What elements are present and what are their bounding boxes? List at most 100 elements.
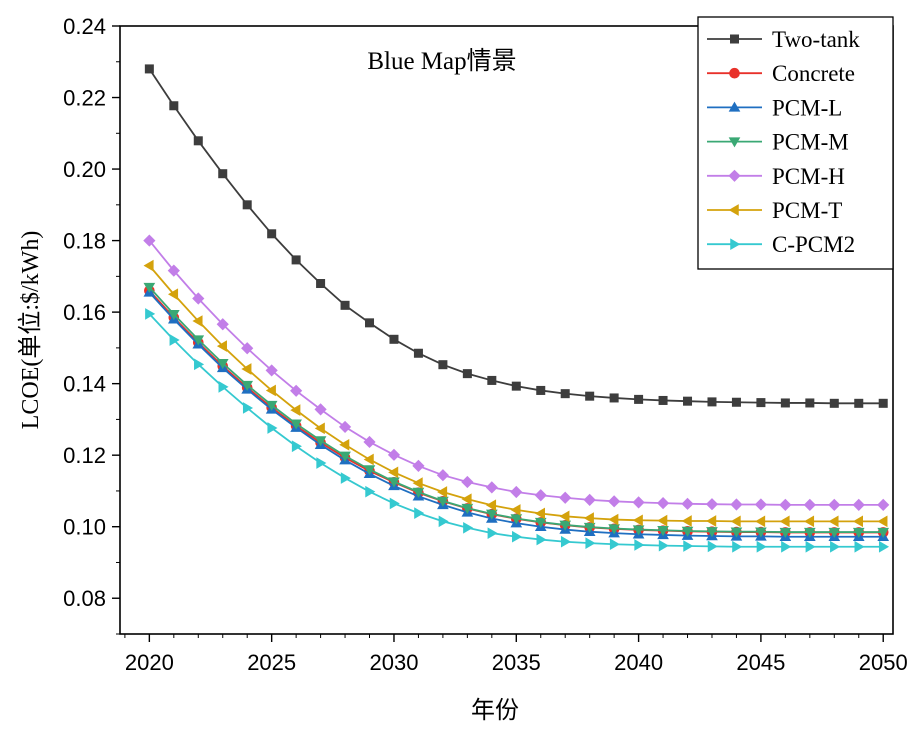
data-point (388, 466, 399, 479)
legend: Two-tank Concrete PCM-L PCM-M PCM-H PCM-T C-PC… (697, 16, 894, 270)
data-point (510, 485, 523, 499)
data-point (828, 527, 841, 538)
data-point (632, 496, 645, 509)
data-point (365, 318, 375, 328)
data-point (192, 315, 203, 327)
data-point (779, 527, 792, 538)
y-tick-label: 0.10 (63, 515, 106, 540)
data-point (487, 375, 497, 385)
x-tick-label: 2020 (125, 650, 174, 675)
data-point (414, 507, 425, 519)
series-two-tank (144, 64, 888, 408)
data-point (461, 503, 474, 514)
data-point (265, 364, 278, 377)
y-tick-label: 0.08 (63, 586, 106, 611)
data-point (145, 308, 156, 320)
data-point (218, 169, 228, 179)
data-point (291, 255, 301, 265)
data-point (560, 535, 572, 548)
data-point (803, 527, 816, 538)
legend-marker (728, 204, 739, 216)
data-point (167, 288, 179, 301)
data-point (194, 358, 205, 371)
data-point (803, 498, 816, 511)
data-point (413, 348, 423, 358)
data-point (314, 436, 327, 447)
data-point (830, 540, 841, 553)
data-point (169, 101, 179, 111)
data-point (265, 400, 278, 411)
data-point (316, 279, 326, 289)
data-point (485, 481, 498, 494)
data-point (265, 384, 276, 397)
data-point (167, 310, 180, 321)
data-point (657, 514, 668, 527)
legend-label: PCM-M (772, 130, 849, 155)
data-point (339, 438, 350, 451)
data-point (559, 510, 570, 523)
data-point (534, 507, 545, 520)
data-point (412, 459, 425, 473)
data-point (143, 259, 154, 272)
data-point (780, 398, 790, 408)
data-point (781, 540, 792, 553)
data-point (192, 335, 205, 346)
data-point (634, 539, 645, 551)
x-tick-label: 2050 (859, 650, 908, 675)
legend-marker (728, 169, 741, 182)
data-point (291, 440, 302, 453)
data-point (216, 318, 229, 331)
x-axis-title: 年份 (471, 697, 519, 724)
data-point (829, 398, 839, 408)
data-point (854, 540, 865, 553)
data-point (559, 491, 572, 504)
data-point (167, 264, 180, 277)
data-point (412, 477, 423, 489)
data-point (363, 465, 376, 476)
data-point (755, 515, 766, 528)
data-point (828, 498, 841, 511)
data-point (730, 515, 741, 528)
data-point (536, 533, 547, 546)
data-point (877, 515, 888, 528)
data-point (290, 384, 303, 397)
data-point (314, 422, 325, 435)
y-tick-label: 0.24 (63, 14, 106, 39)
data-point (463, 521, 474, 534)
data-point (608, 495, 621, 508)
y-tick-label: 0.12 (63, 443, 106, 468)
data-point (216, 340, 227, 352)
data-point (608, 524, 620, 535)
data-point (267, 229, 277, 239)
data-point (632, 514, 643, 527)
data-point (339, 451, 351, 462)
data-point (585, 537, 596, 549)
data-point (388, 477, 400, 488)
data-point (412, 487, 425, 498)
data-point (242, 402, 254, 414)
data-point (290, 404, 301, 416)
ticks-layer: 2020 2025 2030 2035 2040 2045 2050 0.08 0.10 0.12… (63, 14, 908, 675)
data-point (169, 334, 180, 346)
data-point (267, 422, 278, 434)
legend-label: Two-tank (772, 27, 860, 52)
data-point (583, 493, 596, 506)
data-point (658, 395, 668, 405)
data-point (316, 457, 327, 469)
data-point (559, 520, 572, 531)
data-point (852, 498, 865, 511)
data-point (534, 517, 547, 528)
x-tick-label: 2040 (614, 650, 663, 675)
y-tick-label: 0.18 (63, 229, 106, 254)
data-point (706, 527, 718, 538)
data-point (681, 526, 694, 537)
data-point (340, 472, 351, 484)
series-pcm-m (143, 282, 890, 538)
legend-marker (729, 67, 740, 79)
data-point (511, 381, 521, 391)
data-point (485, 509, 498, 520)
legend-marker (728, 137, 741, 148)
data-point (756, 398, 766, 408)
data-point (878, 540, 890, 553)
